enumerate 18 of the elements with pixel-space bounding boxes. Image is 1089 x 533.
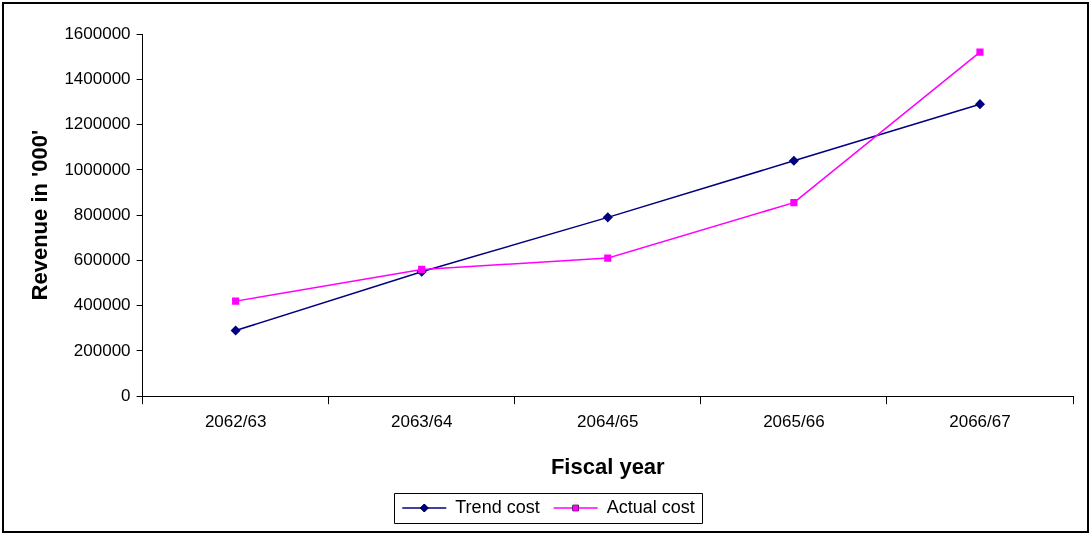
legend-label: Actual cost [606,496,695,517]
y-tick-label: 600000 [73,250,131,270]
x-tick-label: 2064/65 [577,412,639,432]
y-axis-title: Revenue in '000' [27,129,53,301]
y-tick-label: 1400000 [64,68,131,88]
y-tick-label: 0 [121,385,131,405]
y-tick-label: 200000 [73,340,131,360]
x-tick-label: 2066/67 [949,412,1011,432]
y-tick-label: 800000 [73,204,131,224]
legend-label: Trend cost [455,496,540,517]
y-tick-label: 400000 [73,295,131,315]
x-tick-label: 2065/66 [763,412,825,432]
y-tick-label: 1000000 [64,159,131,179]
x-axis-title: Fiscal year [550,453,666,479]
y-tick-label: 1600000 [64,23,131,43]
x-tick-label: 2063/64 [390,412,453,432]
y-tick-label: 1200000 [64,114,131,134]
x-tick-label: 2062/63 [204,412,267,432]
